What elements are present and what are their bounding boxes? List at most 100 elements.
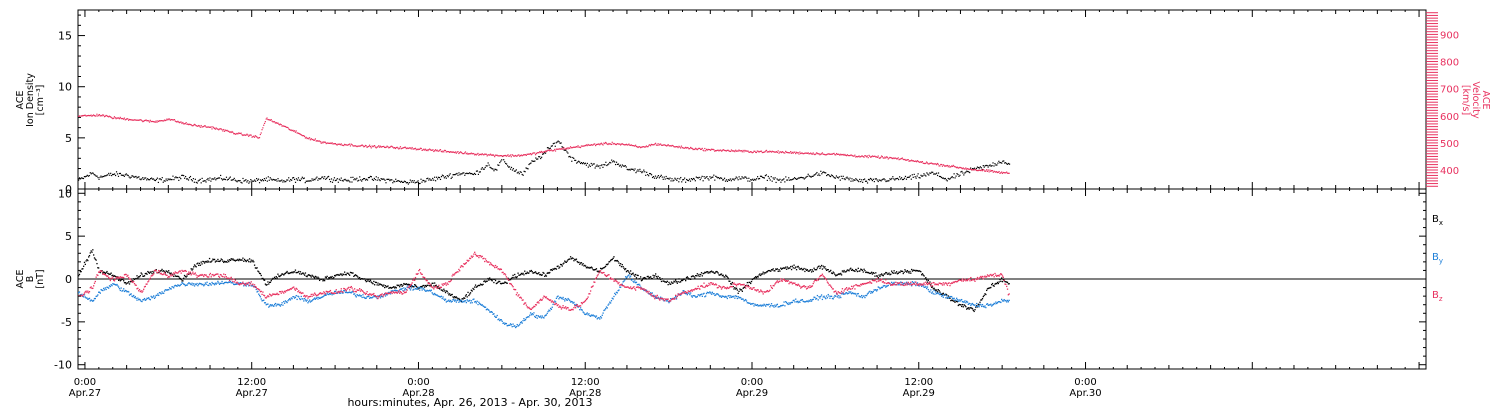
density-series-point — [431, 179, 433, 181]
bx-series-point — [148, 272, 151, 274]
by-series-point — [722, 295, 724, 298]
bx-series-point — [660, 280, 663, 283]
bx-series-point — [222, 260, 224, 262]
bx-series-point — [915, 269, 918, 272]
velocity-series-point — [459, 152, 461, 154]
bz-series-point — [551, 300, 553, 302]
bx-series-point — [269, 281, 272, 283]
bz-series-point — [582, 301, 584, 304]
bz-series-point — [419, 272, 422, 274]
velocity-series-point — [655, 144, 658, 146]
density-series-point — [172, 175, 174, 177]
velocity-series-point — [715, 150, 718, 152]
bz-series-point — [343, 287, 345, 290]
density-series-point — [975, 167, 978, 170]
velocity-series-point — [766, 151, 768, 153]
by-series-point — [280, 303, 282, 306]
velocity-series-point — [184, 123, 186, 125]
bz-series-point — [121, 276, 123, 278]
density-series-point — [88, 175, 90, 177]
bx-series-point — [377, 282, 379, 284]
by-series-point — [90, 299, 92, 301]
velocity-series-point — [336, 144, 338, 146]
bx-series-point — [839, 273, 841, 276]
by-series-point — [601, 314, 603, 316]
density-series-point — [97, 176, 99, 179]
by-series-point — [187, 283, 189, 285]
bx-series-point — [497, 281, 499, 283]
velocity-series-point — [566, 147, 568, 149]
bz-series-point — [556, 304, 558, 307]
by-series-point — [107, 286, 109, 289]
velocity-series-point — [514, 154, 517, 157]
density-series-point — [234, 179, 236, 181]
bz-series-point — [282, 291, 284, 293]
bz-series-point — [364, 293, 367, 295]
by-series-point — [257, 290, 259, 292]
velocity-series-point — [387, 146, 389, 148]
by-series-point — [549, 307, 552, 310]
density-series-point — [103, 175, 105, 178]
by-series-point — [654, 296, 656, 298]
velocity-series-point — [509, 155, 511, 157]
bx-series-point — [824, 266, 826, 268]
bx-series-point — [641, 279, 643, 281]
velocity-series-point — [349, 145, 352, 147]
velocity-series-point — [347, 144, 349, 146]
by-series-point — [448, 299, 450, 301]
by-series-point — [749, 302, 751, 304]
density-series-point — [708, 179, 710, 181]
velocity-series-point — [454, 151, 457, 153]
velocity-series-point — [550, 149, 552, 151]
by-series-point — [372, 296, 374, 298]
by-series-point — [227, 282, 229, 284]
by-series-point — [379, 297, 382, 299]
by-series-point — [79, 294, 81, 296]
velocity-series-point — [148, 121, 151, 123]
velocity-series-point — [248, 134, 251, 136]
by-series-point — [924, 286, 926, 288]
by-series-point — [702, 293, 704, 295]
bz-series-point — [549, 299, 551, 302]
bz-series-point — [421, 273, 423, 276]
by-series-point — [823, 295, 825, 297]
bx-series-point — [113, 275, 116, 277]
bz-series-point — [159, 273, 162, 275]
by-series-point — [100, 288, 102, 291]
by-series-point — [609, 302, 612, 304]
velocity-series-point — [872, 155, 874, 158]
velocity-series-point — [665, 145, 668, 147]
bz-series-point — [147, 281, 149, 283]
velocity-series-point — [961, 168, 964, 170]
bx-series-point — [549, 269, 552, 271]
bx-series-point — [427, 284, 429, 287]
velocity-series-point — [85, 115, 87, 117]
bx-series-point — [865, 271, 867, 274]
velocity-series-point — [574, 146, 577, 148]
bz-series-point — [281, 290, 283, 293]
by-series-point — [345, 291, 347, 293]
by-series-point — [936, 292, 939, 294]
by-series-point — [580, 309, 583, 311]
velocity-series-point — [329, 142, 332, 144]
bx-series-point — [987, 287, 989, 290]
bx-series-point — [773, 270, 775, 272]
velocity-series-point — [809, 153, 811, 155]
bz-series-point — [373, 292, 375, 295]
bz-series-point — [97, 274, 99, 277]
bx-series-point — [379, 283, 382, 285]
velocity-series-point — [379, 145, 382, 147]
bx-series-point — [381, 284, 383, 286]
bz-series-point — [154, 269, 157, 271]
bx-series-point — [572, 257, 574, 260]
density-series-point — [473, 172, 476, 175]
bx-series-point — [253, 261, 255, 263]
bx-series-point — [241, 259, 243, 261]
bx-series-point — [471, 290, 473, 292]
by-series-point — [141, 300, 143, 303]
by-series-point — [709, 291, 711, 293]
by-series-point — [617, 290, 619, 292]
density-series-point — [691, 179, 694, 181]
density-series-point — [392, 182, 394, 184]
density-series-point — [436, 178, 439, 180]
